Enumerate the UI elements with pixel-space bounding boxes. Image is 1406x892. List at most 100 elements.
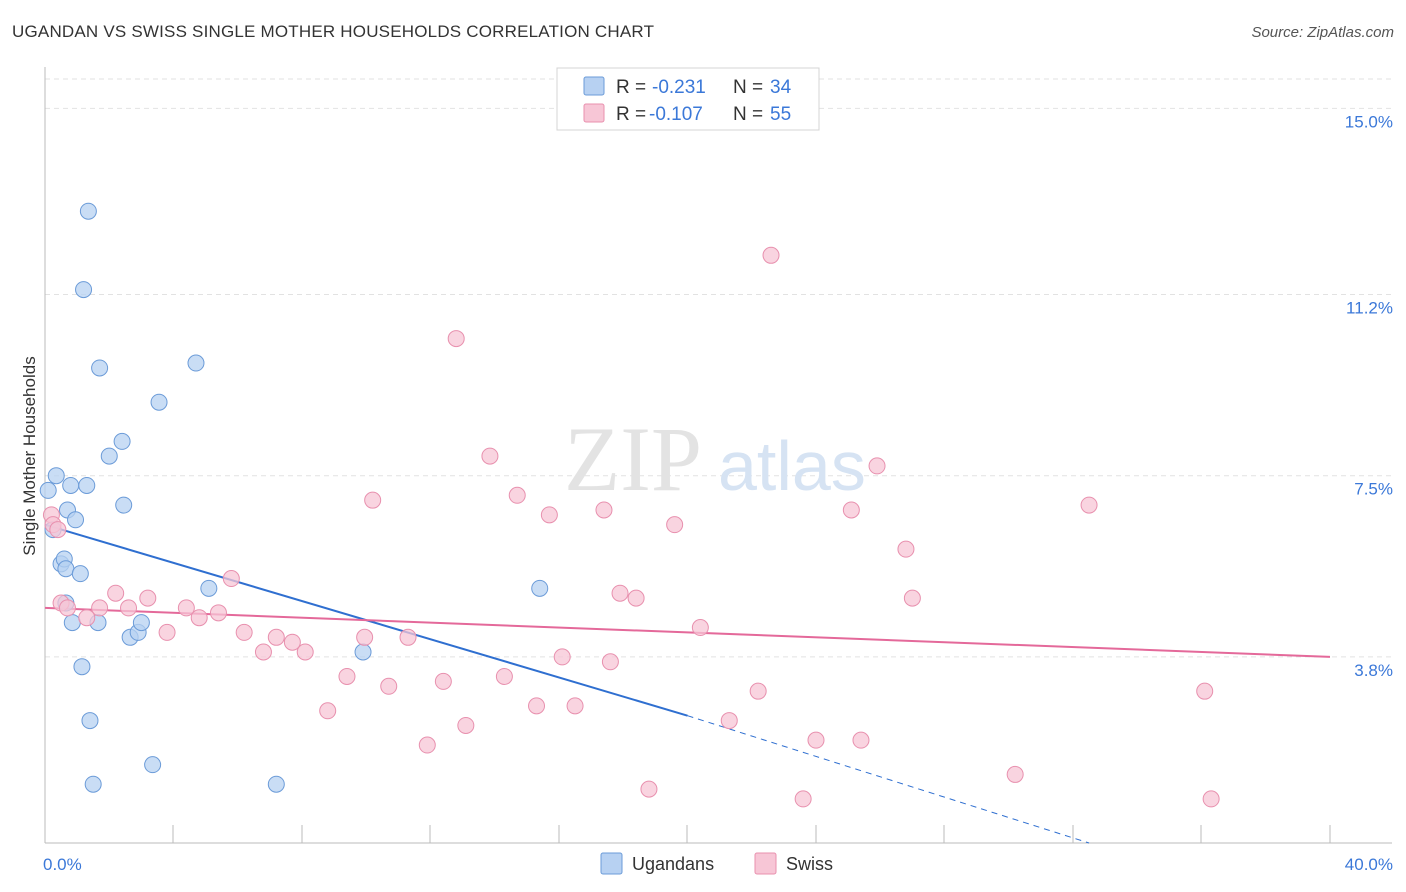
swiss-point-34: [540, 506, 558, 524]
swiss-point-35: [553, 648, 571, 666]
watermark: ZIP atlas: [564, 408, 866, 510]
ugandans-point-11: [71, 565, 89, 583]
series-legend: Ugandans Swiss: [600, 852, 833, 875]
swiss-point-24: [380, 677, 398, 695]
swiss-point-29: [457, 716, 475, 734]
swiss-point-11: [177, 599, 195, 617]
swiss-point-57: [1202, 790, 1220, 808]
x-tick-label-min: 0.0%: [43, 855, 82, 874]
swiss-point-36: [566, 697, 584, 715]
ugandans-trendline-extension: [687, 715, 1090, 844]
swiss-r-label: R =: [616, 104, 646, 125]
swiss-point-33: [528, 697, 546, 715]
swiss-n-value: 55: [770, 104, 791, 125]
swiss-point-49: [842, 501, 860, 519]
ugandans-point-30: [267, 775, 285, 793]
swiss-point-31: [495, 667, 513, 685]
ugandans-point-26: [144, 756, 162, 774]
ugandans-point-12: [73, 658, 91, 676]
swiss-point-47: [794, 790, 812, 808]
swiss-point-30: [481, 447, 499, 465]
swiss-point-20: [319, 702, 337, 720]
swiss-point-22: [356, 628, 374, 646]
chart-title: UGANDAN VS SWISS SINGLE MOTHER HOUSEHOLD…: [12, 22, 655, 41]
swiss-point-40: [627, 589, 645, 607]
ugandans-point-27: [150, 393, 168, 411]
ugandans-point-13: [75, 281, 93, 299]
swiss-point-41: [640, 780, 658, 798]
y-tick-label-3: 15.0%: [1345, 112, 1393, 131]
swiss-point-28: [447, 330, 465, 348]
y-tick-label-2: 11.2%: [1346, 298, 1393, 317]
points-layer: [39, 202, 1220, 808]
swiss-point-2: [49, 521, 67, 539]
swiss-trendline: [44, 606, 1331, 658]
ugandans-point-17: [84, 775, 102, 793]
ugandans-n-value: 34: [770, 77, 792, 98]
ugandans-r-label: R =: [616, 77, 646, 98]
ugandans-point-10: [67, 511, 85, 529]
swiss-point-53: [903, 589, 921, 607]
ugandans-point-31: [354, 643, 372, 661]
swiss-n-label: N =: [733, 104, 763, 125]
axis-layer: [44, 67, 1392, 844]
swiss-point-10: [158, 623, 176, 641]
swiss-point-44: [720, 712, 738, 730]
swiss-r-value: -0.107: [649, 104, 703, 125]
ugandans-point-19: [91, 359, 109, 377]
swiss-point-25: [399, 628, 417, 646]
ugandans-point-0: [39, 481, 57, 499]
watermark-zip: ZIP: [564, 408, 702, 510]
watermark-atlas: atlas: [718, 427, 866, 505]
y-tick-labels: 3.8% 7.5% 11.2% 15.0%: [1345, 112, 1393, 680]
swiss-point-43: [691, 619, 709, 637]
grid-layer: [45, 78, 1392, 658]
ugandans-point-25: [132, 614, 150, 632]
swiss-point-7: [107, 584, 125, 602]
swiss-point-52: [897, 540, 915, 558]
swiss-point-56: [1196, 682, 1214, 700]
ugandans-point-16: [81, 712, 99, 730]
chart-source: Source: ZipAtlas.com: [1251, 24, 1394, 41]
legend-ugandans-label: Ugandans: [632, 854, 714, 874]
swiss-point-27: [434, 672, 452, 690]
swiss-point-26: [418, 736, 436, 754]
ugandans-point-2: [47, 467, 65, 485]
ugandans-point-8: [62, 476, 80, 494]
swiss-point-32: [508, 486, 526, 504]
swiss-point-16: [254, 643, 272, 661]
ugandans-n-label: N =: [733, 77, 763, 98]
swiss-point-17: [267, 628, 285, 646]
swiss-point-21: [338, 667, 356, 685]
y-tick-label-1: 7.5%: [1354, 480, 1393, 499]
swiss-point-5: [78, 609, 96, 627]
swiss-point-4: [58, 599, 76, 617]
ugandans-point-15: [79, 202, 97, 220]
swiss-point-39: [611, 584, 629, 602]
swiss-point-48: [807, 731, 825, 749]
ugandans-point-9: [63, 614, 81, 632]
stats-legend: R = -0.231 N = 34 R = -0.107 N = 55: [556, 67, 820, 131]
ugandans-point-29: [200, 579, 218, 597]
swiss-point-46: [762, 246, 780, 264]
swiss-point-19: [296, 643, 314, 661]
y-tick-label-0: 3.8%: [1354, 661, 1393, 680]
swiss-point-23: [364, 491, 382, 509]
legend-swiss-label: Swiss: [786, 854, 833, 874]
ugandans-point-32: [531, 579, 549, 597]
swiss-point-9: [139, 589, 157, 607]
swiss-point-14: [222, 570, 240, 588]
swiss-point-38: [601, 653, 619, 671]
swiss-point-37: [595, 501, 613, 519]
ugandans-swatch: [583, 76, 605, 96]
y-axis-label: Single Mother Households: [20, 356, 39, 555]
ugandans-point-5: [57, 560, 75, 578]
ugandans-point-28: [187, 354, 205, 372]
x-tick-labels: 0.0% 40.0%: [43, 855, 1393, 874]
swiss-point-51: [868, 457, 886, 475]
swiss-point-45: [749, 682, 767, 700]
trend-layer: [44, 523, 1331, 844]
ugandans-point-20: [100, 447, 118, 465]
ugandans-point-14: [78, 476, 96, 494]
